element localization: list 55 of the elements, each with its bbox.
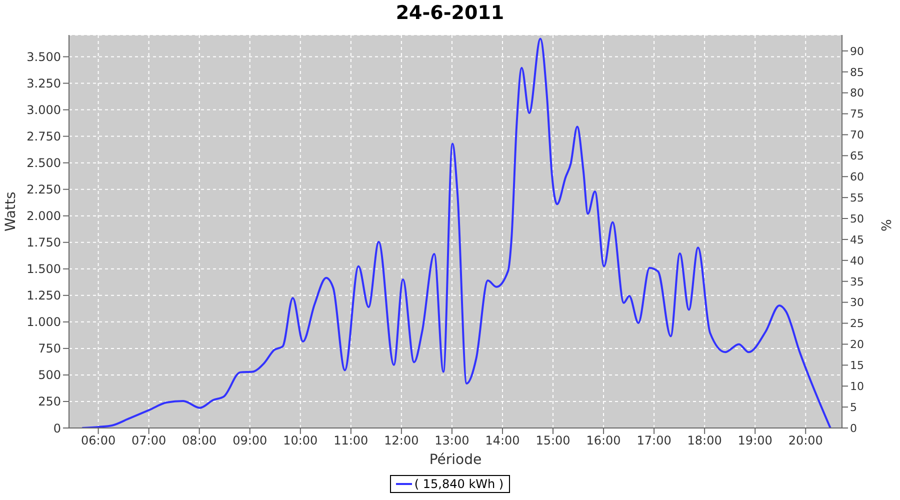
x-tick-label: 20:00 [788, 434, 823, 448]
y2-tick-label: 10 [850, 380, 864, 394]
y-tick-label: 500 [38, 368, 61, 382]
y-tick-label: 2.500 [26, 156, 61, 170]
x-tick-label: 17:00 [636, 434, 672, 448]
y2-tick-label: 30 [850, 296, 864, 310]
x-tick-label: 15:00 [536, 434, 570, 448]
x-tick-label: 12:00 [384, 434, 419, 448]
x-tick-label: 13:00 [434, 434, 470, 448]
y2-tick-label: 80 [850, 86, 864, 100]
y2-tick-label: 20 [850, 338, 864, 352]
x-tick-label: 06:00 [81, 434, 116, 448]
x-tick-label: 14:00 [485, 434, 520, 448]
line-series [81, 38, 832, 428]
y-tick-label: 1.250 [26, 288, 61, 303]
y2-tick-label: 45 [850, 233, 864, 246]
y2-tick-label: 15 [850, 359, 864, 372]
y-tick-label: 1.750 [26, 236, 61, 250]
y2-tick-label: 0 [850, 422, 857, 435]
legend-label: ( 15,840 kWh ) [414, 477, 504, 491]
chart-title: 24-6-2011 [394, 2, 506, 24]
x-tick-label: 16:00 [586, 434, 621, 448]
y2-tick-label: 70 [850, 128, 864, 142]
x-tick-label: 10:00 [283, 434, 318, 448]
x-tick-label: 09:00 [232, 434, 268, 448]
x-tick-label: 19:00 [738, 434, 772, 448]
x-tick-label: 11:00 [334, 434, 368, 448]
y-tick-label: 750 [38, 342, 61, 356]
y-tick-label: 3.250 [26, 76, 61, 91]
y-tick-label: 2.250 [26, 182, 61, 197]
y-tick-label: 3.000 [26, 103, 61, 118]
y2-tick-label: 85 [850, 66, 864, 79]
x-tick-label: 07:00 [132, 434, 166, 448]
x-tick-label: 08:00 [182, 434, 217, 448]
y-axis-title: Watts [2, 192, 19, 232]
y2-tick-label: 50 [850, 212, 864, 226]
y2-tick-label: 40 [850, 254, 864, 268]
y2-tick-label: 60 [850, 170, 864, 184]
y-tick-label: 250 [38, 394, 61, 409]
y-tick-label: 2.750 [26, 130, 61, 144]
y-tick-label: 1.500 [26, 262, 61, 276]
x-axis-title: Période [429, 452, 482, 468]
y-tick-label: 2.000 [26, 209, 61, 224]
y2-tick-label: 25 [850, 317, 864, 330]
x-tick-label: 18:00 [687, 434, 722, 448]
y2-axis-title: % [877, 219, 892, 232]
y2-tick-label: 65 [850, 150, 864, 163]
y2-tick-label: 55 [850, 191, 864, 204]
y2-tick-label: 35 [850, 275, 864, 288]
y-tick-label: 0 [53, 421, 61, 436]
y2-tick-label: 90 [850, 44, 864, 58]
y2-tick-label: 75 [850, 108, 864, 121]
y-tick-label: 1.000 [26, 315, 61, 330]
y-tick-label: 3.500 [26, 50, 61, 64]
y2-tick-label: 5 [850, 400, 857, 414]
